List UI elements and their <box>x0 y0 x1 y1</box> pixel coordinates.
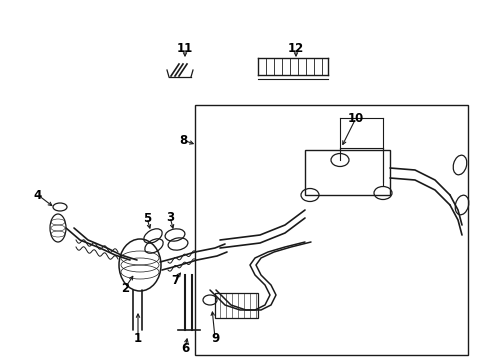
Text: 9: 9 <box>210 332 219 345</box>
Text: 2: 2 <box>121 282 129 294</box>
Text: 8: 8 <box>179 134 187 147</box>
Bar <box>195 105 467 355</box>
Text: 1: 1 <box>134 332 142 345</box>
Text: 5: 5 <box>142 212 151 225</box>
Text: 4: 4 <box>34 189 42 202</box>
Text: 10: 10 <box>347 112 364 125</box>
Text: 3: 3 <box>165 211 174 224</box>
Text: 7: 7 <box>171 274 179 287</box>
Text: 11: 11 <box>177 41 193 54</box>
Text: 6: 6 <box>181 342 189 355</box>
Bar <box>305 150 389 195</box>
Bar <box>215 293 258 318</box>
Text: 12: 12 <box>287 41 304 54</box>
